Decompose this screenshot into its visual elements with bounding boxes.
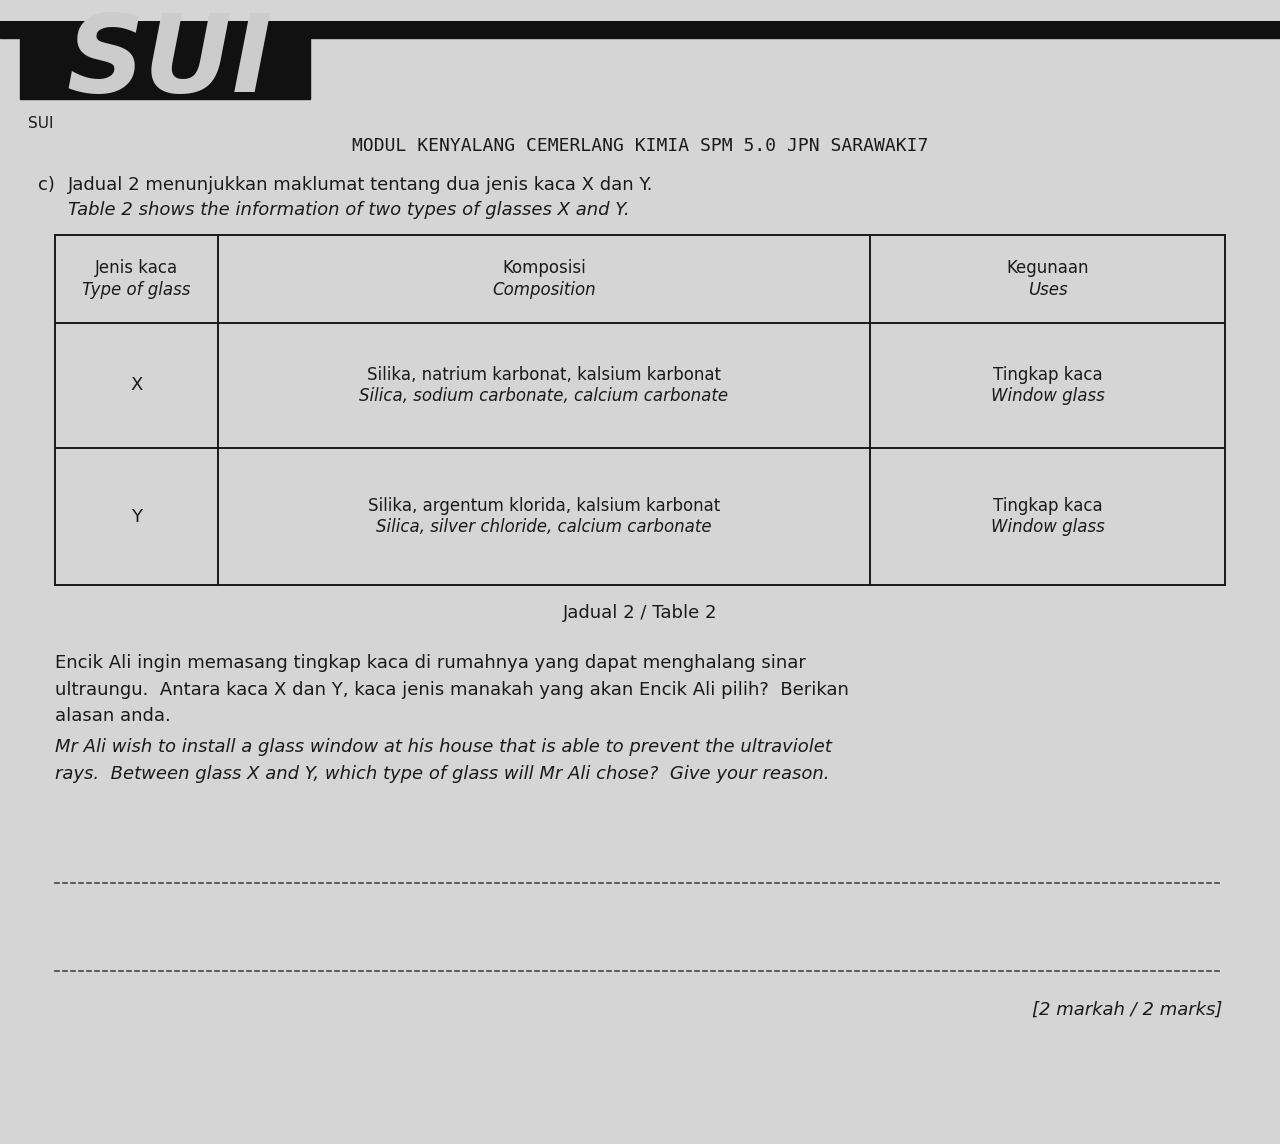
Text: Type of glass: Type of glass: [82, 280, 191, 299]
Text: c): c): [38, 176, 55, 193]
Text: Jadual 2 / Table 2: Jadual 2 / Table 2: [563, 604, 717, 622]
Text: Y: Y: [131, 508, 142, 525]
Text: SUI: SUI: [67, 9, 273, 114]
Text: SUI: SUI: [28, 116, 54, 130]
Text: Window glass: Window glass: [991, 518, 1105, 537]
Text: Silica, sodium carbonate, calcium carbonate: Silica, sodium carbonate, calcium carbon…: [360, 388, 728, 405]
Text: Composition: Composition: [493, 280, 595, 299]
Text: Kegunaan: Kegunaan: [1006, 259, 1089, 277]
Text: [2 markah / 2 marks]: [2 markah / 2 marks]: [1032, 1001, 1222, 1018]
Text: Jadual 2 menunjukkan maklumat tentang dua jenis kaca X dan Y.: Jadual 2 menunjukkan maklumat tentang du…: [68, 176, 654, 193]
Text: Komposisi: Komposisi: [502, 259, 586, 277]
Text: rays.  Between glass X and Y, which type of glass will Mr Ali chose?  Give your : rays. Between glass X and Y, which type …: [55, 765, 829, 782]
Text: Silica, silver chloride, calcium carbonate: Silica, silver chloride, calcium carbona…: [376, 518, 712, 537]
Text: MODUL KENYALANG CEMERLANG KIMIA SPM 5.0 JPN SARAWAKI7: MODUL KENYALANG CEMERLANG KIMIA SPM 5.0 …: [352, 136, 928, 154]
Text: ultraungu.  Antara kaca X dan Y, kaca jenis manakah yang akan Encik Ali pilih?  : ultraungu. Antara kaca X dan Y, kaca jen…: [55, 681, 849, 699]
Text: Uses: Uses: [1028, 280, 1068, 299]
Text: alasan anda.: alasan anda.: [55, 707, 170, 725]
Text: Mr Ali wish to install a glass window at his house that is able to prevent the u: Mr Ali wish to install a glass window at…: [55, 739, 832, 756]
Text: Jenis kaca: Jenis kaca: [95, 259, 178, 277]
Text: X: X: [131, 376, 142, 395]
Bar: [0, 21, 1280, 39]
Text: Encik Ali ingin memasang tingkap kaca di rumahnya yang dapat menghalang sinar: Encik Ali ingin memasang tingkap kaca di…: [55, 654, 806, 672]
Text: Tingkap kaca: Tingkap kaca: [993, 366, 1102, 383]
Text: Tingkap kaca: Tingkap kaca: [993, 496, 1102, 515]
Polygon shape: [20, 21, 310, 100]
Text: Silika, natrium karbonat, kalsium karbonat: Silika, natrium karbonat, kalsium karbon…: [367, 366, 721, 383]
Text: Silika, argentum klorida, kalsium karbonat: Silika, argentum klorida, kalsium karbon…: [367, 496, 721, 515]
Text: Window glass: Window glass: [991, 388, 1105, 405]
Text: Table 2 shows the information of two types of glasses X and Y.: Table 2 shows the information of two typ…: [68, 201, 630, 220]
